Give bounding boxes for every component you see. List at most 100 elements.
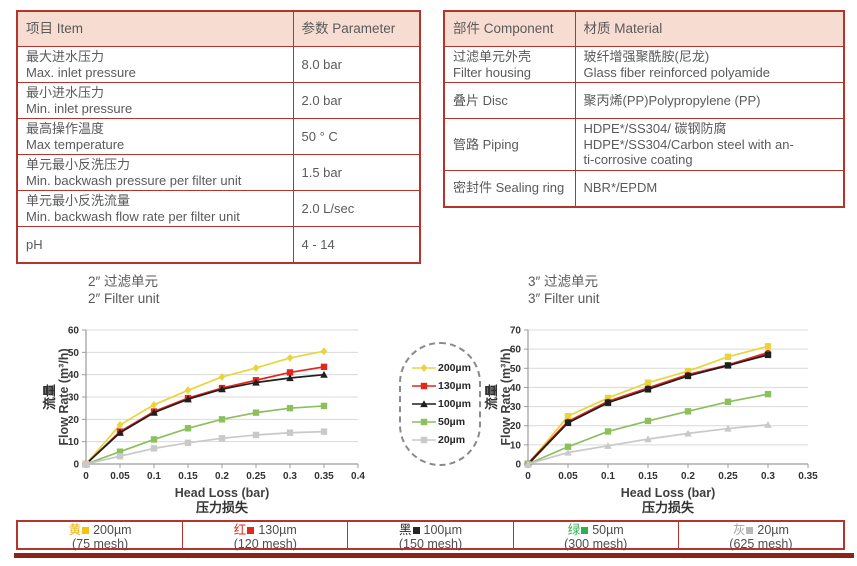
- mesh-count-label: (120 mesh): [233, 537, 297, 551]
- legend-label: 130µm: [438, 380, 471, 392]
- legend-entry-130µm: 130µm: [412, 380, 479, 392]
- svg-text:Head Loss (bar): Head Loss (bar): [621, 486, 715, 500]
- svg-text:0.4: 0.4: [351, 471, 365, 482]
- svg-text:0.05: 0.05: [558, 471, 578, 482]
- table-cell-line: 密封件 Sealing ring: [453, 180, 565, 196]
- table-cell: 玻纤增强聚酰胺(尼龙) Glass fiber reinforced polyam…: [574, 46, 845, 83]
- table-cell-line: 4 - 14: [301, 236, 335, 252]
- svg-text:Flow Rate (m³/h): Flow Rate (m³/h): [499, 348, 513, 445]
- mesh-legend-item: 绿 50µm (300 mesh): [512, 522, 678, 551]
- chart-title-line: 3″ Filter unit: [528, 291, 600, 306]
- mesh-size-line: 黄 200µm: [18, 523, 182, 537]
- legend-entry-50µm: 50µm: [412, 416, 479, 428]
- chart-title-2inch: 2″ 过滤单元 2″ Filter unit: [88, 273, 160, 307]
- svg-text:0.3: 0.3: [283, 471, 297, 482]
- table-cell-line: Max. inlet pressure: [26, 64, 136, 80]
- material-table: 部件 Component 材质 Material 过滤单元外壳 Filter hous…: [443, 10, 845, 208]
- table-header-cell: 部件 Component: [443, 10, 576, 47]
- svg-text:流量: 流量: [484, 384, 499, 410]
- mesh-count-label: (150 mesh): [398, 537, 463, 551]
- mesh-color-char: 黄: [68, 523, 82, 537]
- table-row: 管路 Piping HDPE*/SS304/ 碳钢防腐 HDPE*/SS304/Ca…: [443, 118, 845, 171]
- table-row: 密封件 Sealing ring NBR*/EPDM: [443, 169, 845, 207]
- svg-text:压力损失: 压力损失: [642, 500, 695, 515]
- mesh-size-label: 50µm: [592, 523, 624, 537]
- mesh-size-line: 黑 100µm: [348, 523, 512, 537]
- svg-text:40: 40: [68, 370, 80, 381]
- table-cell-line: pH: [26, 236, 43, 252]
- table-cell: 最大进水压力 Max. inlet pressure: [16, 46, 294, 83]
- table-cell-line: Filter housing: [453, 64, 532, 80]
- svg-text:30: 30: [510, 402, 522, 413]
- table-header-cell: 项目 Item: [16, 10, 294, 47]
- table-cell: 2.0 L/sec: [292, 190, 421, 227]
- table-cell-line: Min. inlet pressure: [26, 100, 133, 116]
- mesh-color-square-icon: [412, 527, 420, 534]
- table-cell: 过滤单元外壳 Filter housing: [443, 46, 576, 83]
- mesh-color-char: 黑: [399, 523, 412, 537]
- mesh-size-line: 红 130µm: [183, 523, 347, 537]
- svg-text:0.15: 0.15: [638, 471, 658, 482]
- mesh-color-square-icon: [746, 527, 754, 534]
- table-row: 最小进水压力 Min. inlet pressure 2.0 bar: [16, 82, 421, 119]
- mesh-size-label: 130µm: [258, 523, 297, 537]
- mesh-size-line: 绿 50µm: [514, 523, 678, 537]
- mesh-color-char: 绿: [567, 523, 581, 537]
- table-cell-line: 管路 Piping: [453, 136, 519, 152]
- legend-swatch-icon: [412, 400, 436, 408]
- svg-text:0: 0: [83, 471, 89, 482]
- mesh-size-label: 20µm: [757, 523, 789, 537]
- svg-text:流量: 流量: [42, 384, 57, 410]
- mesh-size-label: 100µm: [423, 523, 462, 537]
- table-cell-line: 2.0 L/sec: [301, 200, 355, 216]
- mesh-color-square-icon: [247, 527, 255, 534]
- series-20µm: [82, 428, 328, 468]
- legend-entry-20µm: 20µm: [412, 434, 479, 446]
- table-cell: 密封件 Sealing ring: [443, 169, 576, 207]
- chart-title-line: 2″ 过滤单元: [88, 274, 159, 289]
- table-cell: 最高操作温度 Max temperature: [16, 118, 294, 155]
- svg-text:0.1: 0.1: [601, 471, 615, 482]
- legend-entry-100µm: 100µm: [412, 398, 479, 410]
- table-row: 过滤单元外壳 Filter housing 玻纤增强聚酰胺(尼龙) Glass fib…: [443, 46, 845, 83]
- gridlines: [86, 329, 358, 443]
- table-cell-line: 单元最小反洗流量: [26, 193, 131, 208]
- svg-text:60: 60: [68, 326, 80, 337]
- table-cell: 单元最小反洗压力 Min. backwash pressure per filte…: [16, 154, 294, 191]
- table-cell: 4 - 14: [292, 226, 421, 264]
- svg-text:0: 0: [515, 460, 521, 471]
- flow-chart-3inch: 0 10 20 30 40 50 60 70 0 0.05 0.1 0.15 0.2 0.25 0.3 0.3…: [484, 326, 818, 516]
- legend-label: 20µm: [438, 434, 466, 446]
- series-20µm: [524, 420, 772, 468]
- mesh-color-square-icon: [82, 527, 90, 534]
- svg-text:10: 10: [510, 440, 522, 451]
- chart-title-line: 3″ 过滤单元: [528, 274, 599, 289]
- svg-text:0.35: 0.35: [798, 471, 818, 482]
- x-axis-ticks: 0 0.05 0.1 0.15 0.2 0.25 0.3 0.35 0.4: [83, 464, 365, 482]
- table-cell: NBR*/EPDM: [574, 169, 845, 207]
- y-axis-ticks: 0 10 20 30 40 50 60: [68, 326, 86, 471]
- svg-text:50: 50: [68, 348, 80, 359]
- mesh-size-line: 灰 20µm: [679, 523, 843, 537]
- table-row: 最大进水压力 Max. inlet pressure 8.0 bar: [16, 46, 421, 83]
- table-cell-line: Glass fiber reinforced polyamide: [583, 64, 770, 80]
- svg-text:Head Loss (bar): Head Loss (bar): [175, 486, 269, 500]
- table-cell-line: ti-corrosive coating: [583, 152, 693, 167]
- legend-label: 50µm: [438, 416, 466, 428]
- svg-text:20: 20: [68, 415, 80, 426]
- svg-text:0.25: 0.25: [246, 471, 266, 482]
- legend-swatch-icon: [412, 382, 436, 390]
- table-cell: 聚丙烯(PP)Polypropylene (PP): [574, 82, 845, 119]
- table-row: pH 4 - 14: [16, 226, 421, 264]
- svg-text:40: 40: [510, 383, 522, 394]
- table-cell-line: 50 ° C: [301, 128, 338, 144]
- table-header-cell: 材质 Material: [574, 10, 845, 47]
- table-header-cell: 参数 Parameter: [292, 10, 421, 47]
- mesh-color-char: 红: [233, 523, 247, 537]
- mesh-legend-bar: 黄 200µm (75 mesh) 红 130µm (120 mesh) 黑 100µm (15…: [16, 520, 845, 551]
- legend-swatch-icon: [412, 364, 436, 372]
- legend-swatch-icon: [412, 436, 436, 444]
- table-row: 单元最小反洗流量 Min. backwash flow rate per filt…: [16, 190, 421, 227]
- mesh-count-label: (625 mesh): [729, 537, 793, 551]
